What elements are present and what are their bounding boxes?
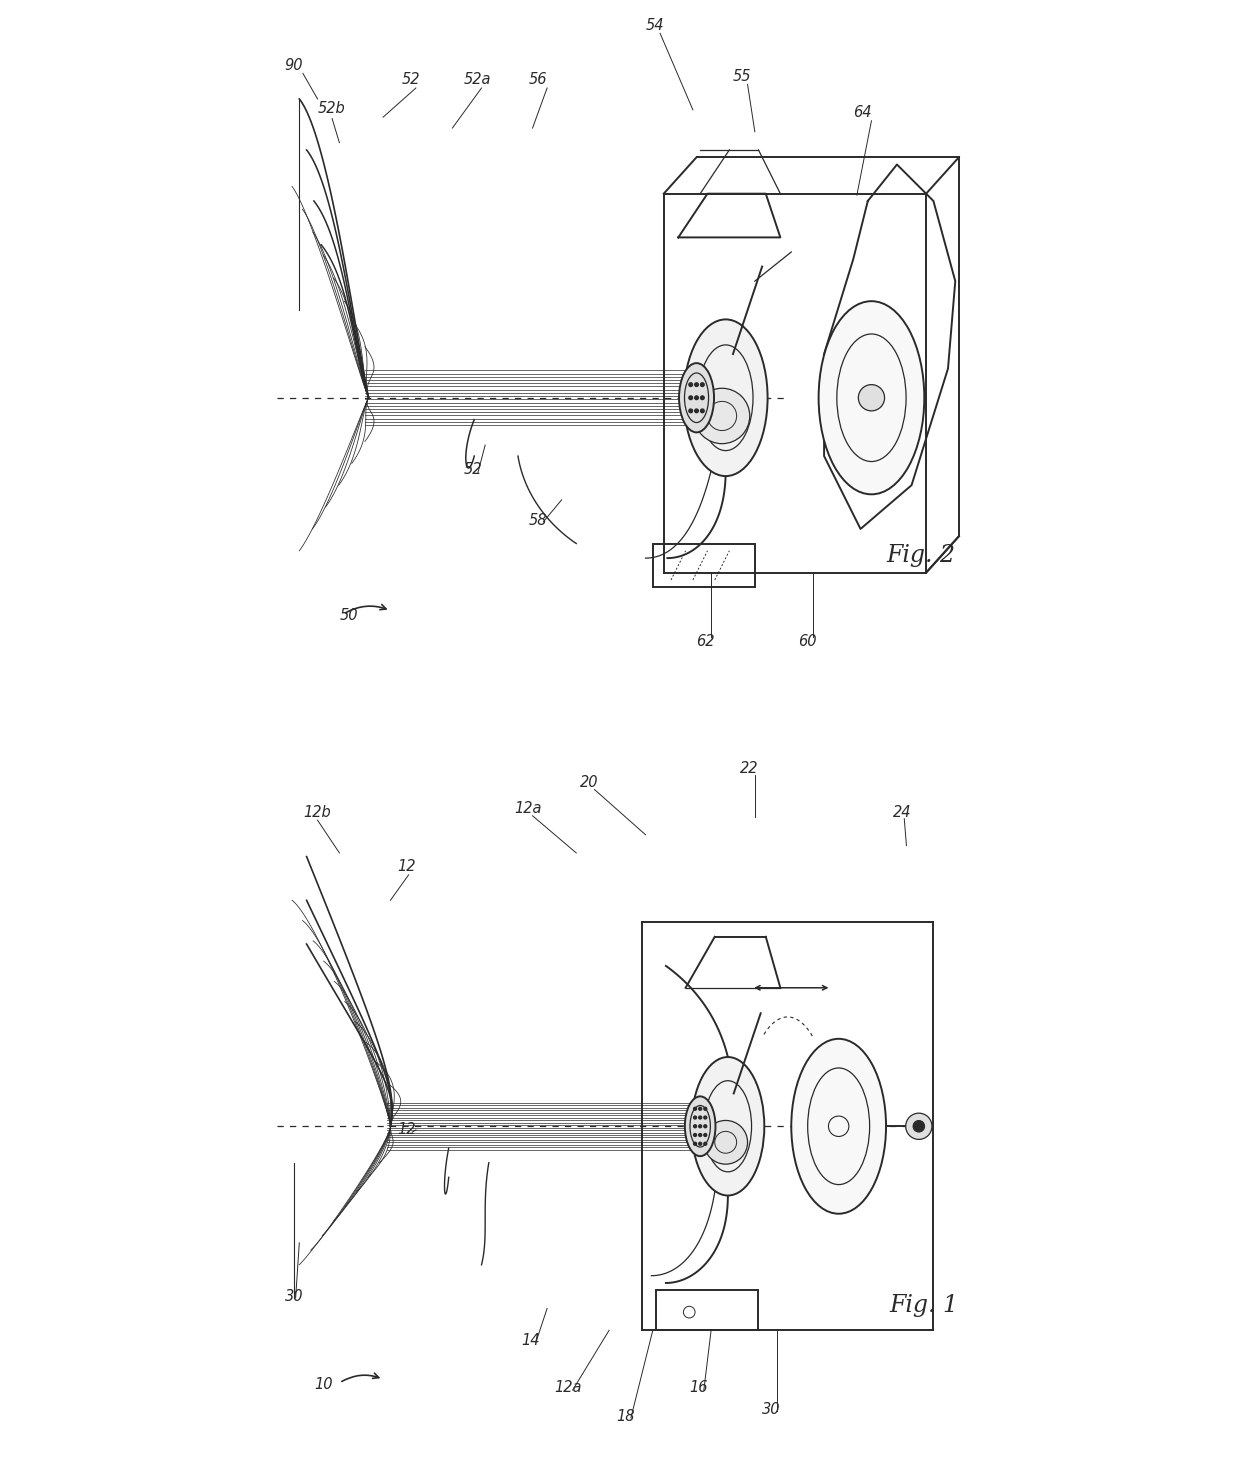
Circle shape <box>704 1142 707 1145</box>
Circle shape <box>698 1134 702 1137</box>
Ellipse shape <box>791 1038 887 1214</box>
Circle shape <box>701 409 704 412</box>
Text: 58: 58 <box>529 513 547 529</box>
Circle shape <box>704 1108 707 1111</box>
Text: 55: 55 <box>733 69 751 84</box>
Circle shape <box>694 389 750 443</box>
Text: Fig. 2: Fig. 2 <box>887 544 955 567</box>
Bar <box>656 1290 759 1330</box>
Circle shape <box>701 383 704 386</box>
Circle shape <box>689 409 692 412</box>
Circle shape <box>694 383 698 386</box>
Circle shape <box>704 1121 748 1164</box>
Text: 52: 52 <box>464 463 482 477</box>
Text: 12: 12 <box>398 859 417 873</box>
Ellipse shape <box>818 300 924 495</box>
Text: 22: 22 <box>740 760 759 776</box>
Circle shape <box>704 1134 707 1137</box>
Circle shape <box>858 384 884 411</box>
Text: 90: 90 <box>285 57 304 72</box>
Circle shape <box>704 1117 707 1119</box>
Circle shape <box>698 1125 702 1128</box>
Circle shape <box>693 1125 697 1128</box>
Circle shape <box>698 1142 702 1145</box>
Circle shape <box>689 383 692 386</box>
Text: 18: 18 <box>616 1410 635 1424</box>
Circle shape <box>694 396 698 399</box>
Circle shape <box>693 1108 697 1111</box>
Text: 16: 16 <box>689 1380 708 1395</box>
Circle shape <box>698 1117 702 1119</box>
Circle shape <box>689 396 692 399</box>
Ellipse shape <box>692 1058 764 1196</box>
Text: 30: 30 <box>285 1289 304 1304</box>
Circle shape <box>704 1125 707 1128</box>
Text: 24: 24 <box>893 804 911 819</box>
Bar <box>652 544 755 588</box>
Circle shape <box>913 1121 925 1133</box>
Circle shape <box>698 1108 702 1111</box>
Text: 52a: 52a <box>464 72 491 87</box>
Text: Fig. 1: Fig. 1 <box>889 1295 959 1317</box>
Text: 12a: 12a <box>515 801 542 816</box>
Ellipse shape <box>680 364 714 433</box>
Text: 56: 56 <box>529 72 547 87</box>
Text: 12a: 12a <box>554 1380 582 1395</box>
Text: 10: 10 <box>314 1377 332 1392</box>
Circle shape <box>693 1142 697 1145</box>
Circle shape <box>693 1134 697 1137</box>
Text: 64: 64 <box>853 105 872 121</box>
Circle shape <box>694 409 698 412</box>
Circle shape <box>701 396 704 399</box>
Text: 30: 30 <box>763 1402 781 1417</box>
Circle shape <box>693 1117 697 1119</box>
Text: 20: 20 <box>580 775 599 791</box>
Text: 52: 52 <box>402 72 420 87</box>
Text: 54: 54 <box>646 18 663 32</box>
Text: 62: 62 <box>697 633 715 648</box>
Ellipse shape <box>684 1096 715 1156</box>
Text: 12b: 12b <box>303 804 331 819</box>
Text: 52b: 52b <box>317 102 345 116</box>
Circle shape <box>905 1114 932 1140</box>
Text: 50: 50 <box>340 608 358 623</box>
Ellipse shape <box>683 320 768 476</box>
Text: 12: 12 <box>398 1121 417 1137</box>
Text: 14: 14 <box>522 1333 541 1348</box>
Text: 60: 60 <box>799 633 817 648</box>
